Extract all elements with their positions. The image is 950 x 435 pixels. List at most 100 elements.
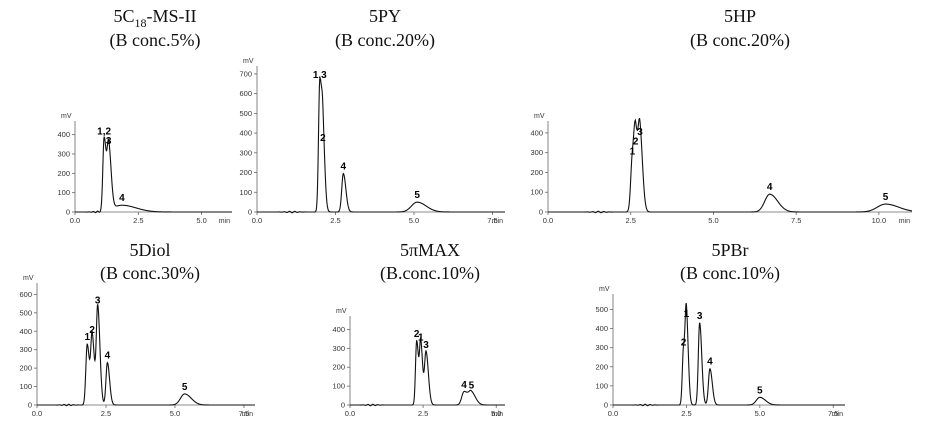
peak-label: 5 [414, 190, 420, 201]
y-tick-label: 600 [19, 290, 32, 299]
panel-4-title-line1: 5Diol [129, 240, 170, 260]
x-tick-label: 2.5 [626, 216, 636, 225]
peak-label: 5 [469, 381, 475, 392]
peak-label: 3 [95, 295, 101, 306]
chromatogram-panel-1: 0 100 200 300 400 mV 0.0 2.5 5.0 min 1,23 4 [57, 113, 232, 225]
x-tick-label: 0.0 [70, 216, 80, 225]
chromatogram-trace [350, 336, 505, 407]
y-tick-label: 0 [604, 401, 608, 410]
y-tick-label: 500 [595, 305, 608, 314]
y-tick-label: 400 [332, 325, 345, 334]
peak-label: 3 [697, 311, 703, 322]
panel-6-title-line1: 5PBr [711, 240, 748, 260]
y-tick-label: 300 [19, 345, 32, 354]
x-tick-label: 0.0 [32, 409, 42, 418]
peak-label: 1 [684, 309, 690, 320]
y-tick-label: 700 [239, 69, 252, 78]
x-tick-label: 5.0 [755, 409, 765, 418]
chromatogram-trace [75, 136, 232, 214]
x-unit-label: min [242, 411, 253, 418]
y-tick-label: 200 [57, 169, 70, 178]
chromatogram-trace [257, 76, 505, 214]
peak-label: 1 [630, 147, 636, 158]
x-tick-label: 7.5 [487, 216, 497, 225]
x-unit-label: min [899, 218, 910, 225]
y-tick-label: 0 [341, 401, 345, 410]
chromatogram-trace [548, 117, 913, 214]
y-tick-label: 0 [28, 401, 32, 410]
y-tick-label: 300 [530, 148, 543, 157]
peak-label: 4 [707, 357, 713, 368]
x-tick-label: 0.0 [543, 216, 553, 225]
y-tick-label: 400 [530, 128, 543, 137]
y-tick-label: 400 [239, 129, 252, 138]
x-tick-label: 10.0 [872, 216, 887, 225]
panel-2-title-line2: (B conc.20%) [335, 30, 435, 51]
y-tick-label: 100 [57, 188, 70, 197]
x-tick-label: 2.5 [418, 409, 428, 418]
peak-label: 2 [681, 338, 687, 349]
x-tick-label: 2.5 [101, 409, 111, 418]
y-tick-label: 0 [539, 208, 543, 217]
chromatogram-trace [37, 304, 255, 407]
x-tick-label: 5.0 [196, 216, 206, 225]
x-unit-label: min [492, 411, 503, 418]
peak-label: 3 [106, 136, 112, 147]
y-unit-label: mV [23, 275, 34, 282]
x-unit-label: min [492, 218, 503, 225]
peak-label: 4 [105, 351, 111, 362]
peak-label: 3 [423, 340, 429, 351]
y-tick-label: 0 [66, 208, 70, 217]
x-tick-label: 5.0 [708, 216, 718, 225]
y-tick-label: 300 [332, 344, 345, 353]
panel-5-title-line1: 5πMAX [400, 240, 460, 260]
y-tick-label: 300 [239, 148, 252, 157]
y-tick-label: 300 [57, 150, 70, 159]
y-tick-label: 100 [239, 188, 252, 197]
y-tick-label: 500 [239, 109, 252, 118]
y-unit-label: mV [534, 113, 545, 120]
chromatogram-trace [613, 302, 845, 407]
peak-label: 4 [341, 162, 347, 173]
chromatogram-panel-3: 0 100 200 300 400 mV 0.0 2.5 5.0 7.5 10.0 min 123 4 5 [530, 113, 913, 225]
peak-label: 1,3 [313, 70, 327, 81]
x-tick-label: 5.0 [409, 216, 419, 225]
peak-label: 2 [414, 329, 420, 340]
y-unit-label: mV [243, 58, 254, 65]
y-unit-label: mV [336, 308, 347, 315]
panel-3-title-line2: (B conc.20%) [690, 30, 790, 51]
peak-label: 5 [883, 192, 889, 203]
y-tick-label: 600 [239, 89, 252, 98]
panel-1-title-line2: (B conc.5%) [110, 30, 201, 51]
peak-label: 2 [89, 325, 95, 336]
y-tick-label: 200 [19, 364, 32, 373]
y-tick-label: 500 [19, 308, 32, 317]
peak-label: 1 [84, 332, 90, 343]
panel-5-title-line2: (B.conc.10%) [380, 263, 480, 284]
x-tick-label: 7.5 [239, 409, 249, 418]
panel-6-title-line2: (B conc.10%) [680, 263, 780, 284]
peak-label: 5 [757, 385, 763, 396]
y-tick-label: 400 [19, 327, 32, 336]
y-tick-label: 200 [239, 168, 252, 177]
panel-3-title-line1: 5HP [724, 6, 756, 26]
peak-label: 2 [320, 133, 326, 144]
peak-label: 1 [418, 333, 424, 344]
y-unit-label: mV [61, 113, 72, 120]
panel-1-title-line1: 5C18-MS-II [113, 6, 196, 30]
peak-label: 4 [767, 182, 773, 193]
y-tick-label: 100 [595, 381, 608, 390]
y-tick-label: 0 [248, 208, 252, 217]
y-tick-label: 200 [530, 168, 543, 177]
x-tick-label: 0.0 [345, 409, 355, 418]
peak-label: 5 [182, 382, 188, 393]
x-tick-label: 0.0 [608, 409, 618, 418]
x-tick-label: 2.5 [330, 216, 340, 225]
x-tick-label: 7.5 [791, 216, 801, 225]
y-tick-label: 200 [332, 363, 345, 372]
